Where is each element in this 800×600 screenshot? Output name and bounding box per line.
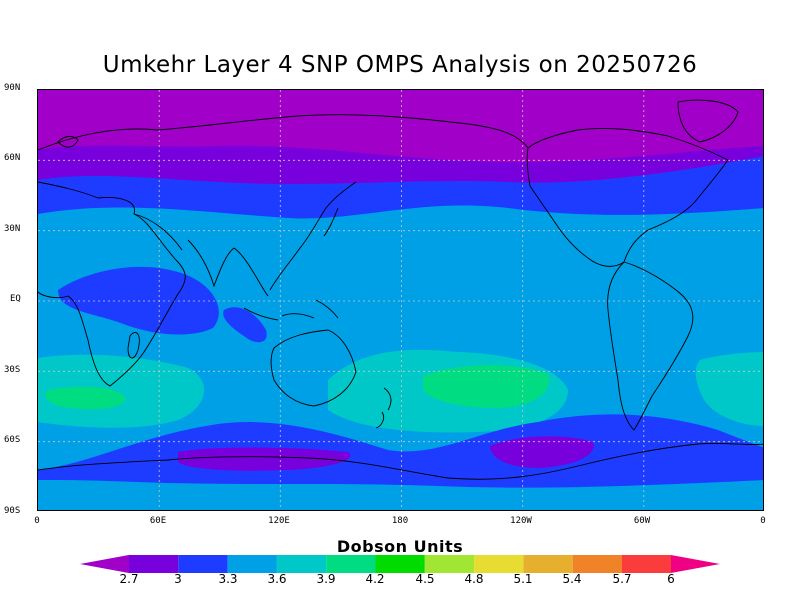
colorbar-tick: 5.7	[612, 572, 632, 586]
colorbar-swatch-5-1	[523, 555, 573, 573]
colorbar-tick: 3.9	[316, 572, 336, 586]
lon-label-0-east: 0	[760, 516, 766, 526]
field-2-7-to-3-0-south-pacific	[490, 436, 594, 468]
lat-label-30n: 30N	[4, 224, 21, 234]
colorbar-tick: 4.2	[365, 572, 385, 586]
lon-label-0-west: 0	[34, 516, 40, 526]
lat-label-90n: 90N	[4, 83, 21, 93]
colorbar-tick: 3	[174, 572, 182, 586]
colorbar-tick: 3.3	[218, 572, 238, 586]
colorbar-swatch-5-4	[572, 555, 622, 573]
lat-label-eq: EQ	[10, 294, 21, 304]
colorbar-tick: 4.8	[464, 572, 484, 586]
colorbar-tick: 5.1	[513, 572, 533, 586]
lon-label-180: 180	[391, 516, 409, 526]
lat-label-30s: 30S	[4, 365, 21, 375]
lon-label-60e: 60E	[149, 516, 167, 526]
field-3-6-to-3-9-east	[695, 352, 763, 426]
colorbar-swatch-4-5	[424, 555, 475, 573]
colorbar-tick: 5.4	[562, 572, 582, 586]
map-title: Umkehr Layer 4 SNP OMPS Analysis on 2025…	[102, 52, 698, 78]
field-2-7-to-3-0-south-indian	[178, 447, 351, 471]
lon-label-120w: 120W	[510, 516, 532, 526]
colorbar-low-triangle	[80, 555, 129, 573]
lat-label-90s: 90S	[4, 506, 21, 516]
colorbar-swatch-3-6	[276, 555, 327, 573]
colorbar-swatch-4-8	[474, 555, 524, 573]
colorbar	[80, 555, 720, 573]
colorbar-tick: 2.7	[119, 572, 139, 586]
lon-label-60w: 60W	[633, 516, 651, 526]
colorbar-swatch-3-9	[326, 555, 376, 573]
field-3-6-to-3-9-atlantic	[38, 354, 205, 428]
colorbar-tick: 4.5	[415, 572, 435, 586]
field-below-2-7-north	[38, 90, 763, 163]
colorbar-tick: 6	[667, 572, 675, 586]
colorbar-swatch-3-3	[227, 555, 277, 573]
colorbar-high-triangle	[671, 555, 720, 573]
colorbar-swatch-3-0	[178, 555, 228, 573]
lat-label-60n: 60N	[4, 153, 21, 163]
colorbar-swatch-2-7	[129, 555, 179, 573]
map-canvas	[38, 90, 763, 510]
colorbar-tick: 3.6	[267, 572, 287, 586]
field-3-0-to-3-3-indonesia	[223, 307, 267, 343]
grid-lines	[38, 90, 763, 510]
lat-label-60s: 60S	[4, 435, 21, 445]
ozone-map	[37, 89, 764, 511]
field-3-9-to-4-2-atlantic	[45, 386, 127, 410]
colorbar-swatch-4-2	[375, 555, 425, 573]
colorbar-swatch-5-7	[622, 555, 671, 573]
coastlines	[38, 99, 763, 480]
field-3-9-to-4-2-pacific	[423, 365, 550, 408]
lon-label-120e: 120E	[268, 516, 290, 526]
colorbar-label: Dobson Units	[336, 537, 464, 556]
